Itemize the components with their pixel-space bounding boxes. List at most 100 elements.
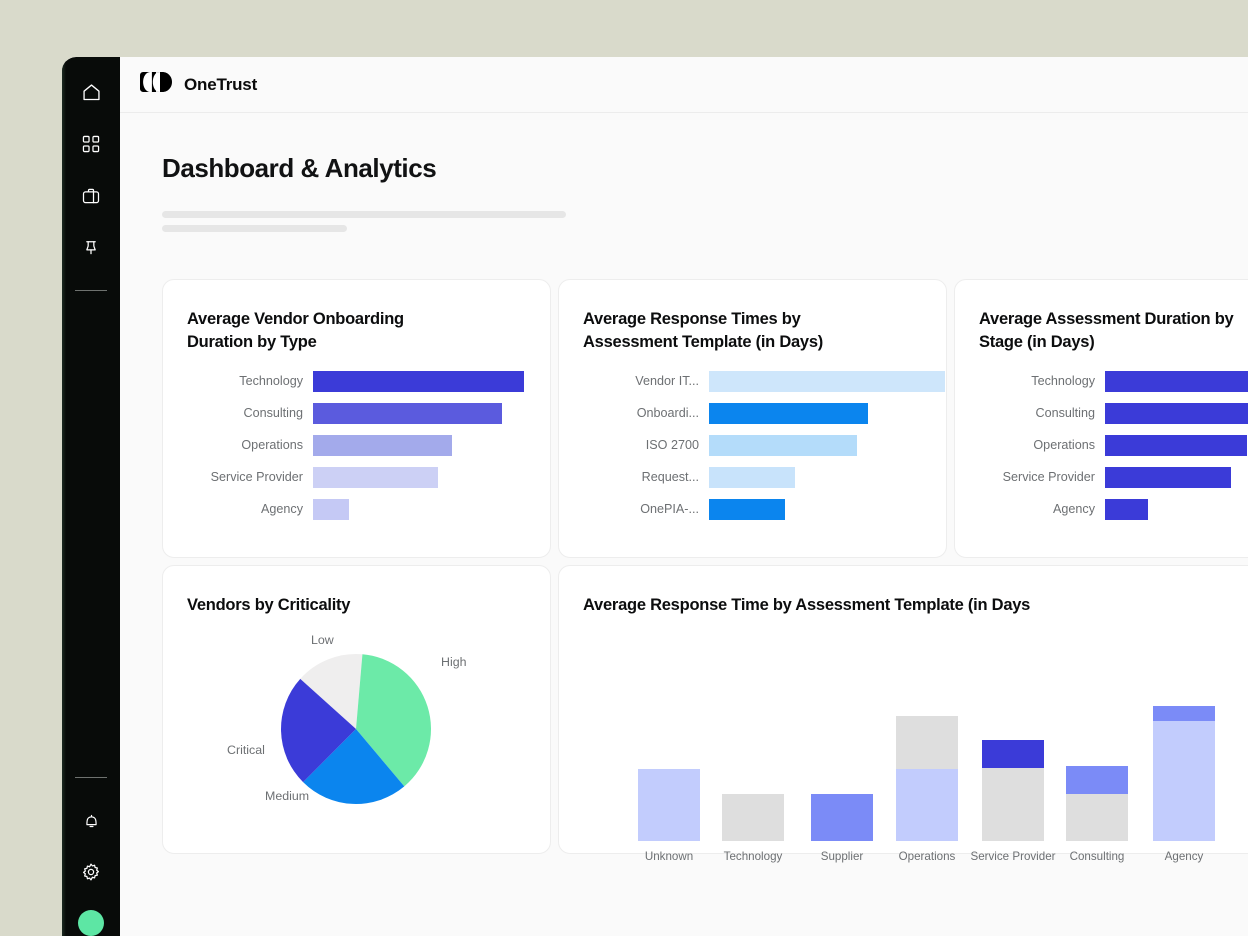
stacked-bar-column[interactable] bbox=[982, 739, 1044, 841]
bar-category-label: Technology bbox=[1031, 374, 1095, 389]
stacked-bar-column[interactable] bbox=[722, 793, 784, 841]
card-avg-assessment-duration-by-stage[interactable]: Average Assessment Duration by Stage (in… bbox=[954, 279, 1248, 558]
dashboard-row-1: Average Vendor Onboarding Duration by Ty… bbox=[162, 279, 1248, 558]
bar-fill[interactable] bbox=[709, 370, 945, 392]
bar-fill[interactable] bbox=[313, 466, 438, 488]
user-avatar[interactable] bbox=[78, 910, 104, 936]
stacked-bar-column[interactable] bbox=[638, 768, 700, 841]
pie-label-critical: Critical bbox=[227, 742, 265, 757]
bar-row: Agency bbox=[979, 498, 1248, 520]
bar-fill[interactable] bbox=[709, 466, 795, 488]
stacked-bar-segment-lower bbox=[1066, 793, 1128, 841]
card-avg-vendor-onboarding-duration[interactable]: Average Vendor Onboarding Duration by Ty… bbox=[162, 279, 551, 558]
card-avg-response-time-vertical[interactable]: Average Response Time by Assessment Temp… bbox=[558, 565, 1248, 863]
bar-fill[interactable] bbox=[1105, 466, 1231, 488]
apps-grid-icon bbox=[82, 135, 100, 153]
card-title: Average Vendor Onboarding Duration by Ty… bbox=[187, 310, 404, 351]
bar-fill[interactable] bbox=[1105, 370, 1248, 392]
app-window: OneTrust Dashboard & Analytics Average V… bbox=[62, 57, 1248, 936]
sidebar-item-vendors[interactable] bbox=[71, 176, 111, 216]
bar-fill[interactable] bbox=[709, 402, 868, 424]
bar-category-label: Agency bbox=[260, 502, 303, 517]
card-title: Average Assessment Duration by Stage (in… bbox=[979, 310, 1234, 351]
brand[interactable]: OneTrust bbox=[140, 72, 257, 97]
card-avg-response-times-by-template[interactable]: Average Response Times by Assessment Tem… bbox=[558, 279, 947, 558]
chart-avg-response-times-by-template: Vendor IT... Onboardi... ISO 2700 Request..… bbox=[583, 370, 945, 520]
bar-category-label: Operations bbox=[898, 849, 956, 863]
sidebar-divider-top bbox=[75, 290, 107, 291]
bar-fill[interactable] bbox=[313, 434, 452, 456]
bar-row: Vendor IT... bbox=[583, 370, 945, 392]
card-title: Vendors by Criticality bbox=[187, 596, 351, 614]
stacked-bar-segment-lower bbox=[722, 793, 784, 841]
bar-track bbox=[709, 370, 945, 392]
pie-slice[interactable] bbox=[281, 678, 356, 782]
bell-icon bbox=[82, 811, 101, 830]
sidebar bbox=[62, 57, 120, 936]
bar-row: Technology bbox=[979, 370, 1248, 392]
bar-row: Onboardi... bbox=[583, 402, 922, 424]
bar-category-label: Operations bbox=[241, 438, 303, 453]
stacked-bar-column[interactable] bbox=[896, 715, 958, 841]
bar-category-label: Technology bbox=[239, 374, 303, 389]
stacked-bar-segment-lower bbox=[1153, 720, 1215, 841]
bar-fill[interactable] bbox=[709, 434, 857, 456]
bar-fill[interactable] bbox=[313, 402, 502, 424]
pie-slice[interactable] bbox=[303, 728, 405, 804]
bar-fill[interactable] bbox=[313, 498, 349, 520]
sidebar-item-settings[interactable] bbox=[71, 852, 111, 892]
bar-row: Technology bbox=[187, 370, 526, 392]
skeleton-line-1 bbox=[162, 211, 566, 218]
stacked-bar-column[interactable] bbox=[1066, 765, 1128, 841]
bar-category-label: Consulting bbox=[1069, 849, 1125, 863]
brand-name: OneTrust bbox=[184, 74, 258, 94]
bar-track bbox=[709, 498, 922, 520]
bar-track bbox=[1105, 434, 1248, 456]
stacked-bar-segment-lower bbox=[982, 767, 1044, 841]
pie-slice[interactable] bbox=[356, 654, 432, 787]
bar-category-label: Service Provider bbox=[1002, 470, 1095, 485]
bar-category-label: Unknown bbox=[644, 849, 694, 863]
top-bar: OneTrust bbox=[120, 57, 1248, 113]
bar-fill[interactable] bbox=[1105, 434, 1247, 456]
bar-row: ISO 2700 bbox=[583, 434, 922, 456]
pie-slice[interactable] bbox=[300, 653, 363, 729]
pie-svg bbox=[281, 653, 432, 804]
home-icon bbox=[81, 82, 102, 103]
chart-avg-response-time-vertical: Unknown Technology Supplier Operations Servi… bbox=[583, 623, 1248, 863]
bar-track bbox=[709, 434, 922, 456]
bar-track bbox=[1105, 498, 1248, 520]
sidebar-item-pinned[interactable] bbox=[71, 228, 111, 268]
bar-track bbox=[313, 370, 526, 392]
bar-row: Consulting bbox=[979, 402, 1248, 424]
bar-track bbox=[709, 402, 922, 424]
bar-fill[interactable] bbox=[1105, 498, 1148, 520]
bar-row: Agency bbox=[187, 498, 526, 520]
pie-label-medium: Medium bbox=[265, 788, 310, 803]
bar-fill[interactable] bbox=[1105, 402, 1248, 424]
page-title: Dashboard & Analytics bbox=[162, 153, 437, 183]
bar-row: Operations bbox=[979, 434, 1248, 456]
stacked-bar-segment-lower bbox=[638, 768, 700, 841]
bar-row: OnePIA-... bbox=[583, 498, 922, 520]
bar-category-label: OnePIA-... bbox=[640, 502, 699, 517]
bar-track bbox=[1105, 466, 1248, 488]
pie-label-low: Low bbox=[311, 632, 334, 647]
bar-category-label: Technology bbox=[723, 849, 783, 863]
bar-category-label: Agency bbox=[1052, 502, 1095, 517]
stacked-bar-column[interactable] bbox=[811, 793, 873, 841]
bar-category-label: ISO 2700 bbox=[645, 438, 699, 453]
skeleton-placeholders bbox=[162, 211, 1248, 232]
stacked-bar-segment-upper bbox=[1153, 705, 1215, 721]
stacked-bar-column[interactable] bbox=[1153, 705, 1215, 841]
sidebar-item-notifications[interactable] bbox=[71, 800, 111, 840]
sidebar-item-apps[interactable] bbox=[71, 124, 111, 164]
bar-fill[interactable] bbox=[709, 498, 785, 520]
sidebar-item-home[interactable] bbox=[71, 72, 111, 112]
card-title: Average Response Time by Assessment Temp… bbox=[583, 596, 1031, 614]
bar-category-label: Service Provider bbox=[970, 849, 1056, 863]
bar-track bbox=[313, 498, 526, 520]
card-vendors-by-criticality[interactable]: Vendors by Criticality Low High Critical… bbox=[162, 565, 551, 854]
page-body: Dashboard & Analytics Average Vendor Onb… bbox=[120, 113, 1248, 936]
bar-fill[interactable] bbox=[313, 370, 524, 392]
